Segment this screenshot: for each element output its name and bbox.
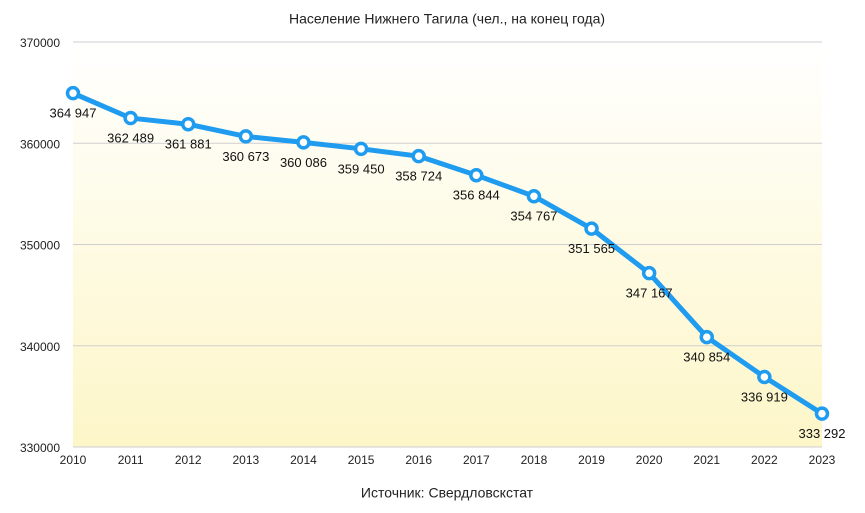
y-tick-label: 340000 <box>20 340 60 354</box>
data-label: 356 844 <box>453 188 500 203</box>
x-tick-label: 2012 <box>175 453 202 467</box>
y-tick-label: 350000 <box>20 239 60 253</box>
data-label: 358 724 <box>395 169 442 184</box>
data-label: 359 450 <box>338 161 385 176</box>
x-tick-label: 2020 <box>636 453 663 467</box>
data-label: 360 673 <box>222 149 269 164</box>
point <box>65 85 81 101</box>
point <box>699 329 715 345</box>
data-label: 364 947 <box>50 106 97 121</box>
x-tick-label: 2017 <box>463 453 490 467</box>
point <box>238 129 254 144</box>
data-label: 336 919 <box>741 389 788 404</box>
line-series <box>72 90 824 416</box>
data-label: 347 167 <box>626 286 673 301</box>
point <box>296 135 311 150</box>
x-tick-label: 2015 <box>348 453 375 467</box>
y-tick-label: 370000 <box>20 36 60 50</box>
data-label: 351 565 <box>568 241 615 256</box>
x-tick-label: 2021 <box>693 453 720 467</box>
data-label: 360 086 <box>280 155 327 170</box>
x-tick-label: 2014 <box>290 453 317 467</box>
data-label: 361 881 <box>165 137 212 152</box>
point <box>353 141 369 157</box>
point <box>641 265 657 281</box>
x-tick-label: 2023 <box>809 453 836 467</box>
data-label: 362 489 <box>107 130 154 145</box>
point <box>469 167 484 183</box>
source-note: Источник: Свердловскстат <box>361 485 534 501</box>
point <box>757 369 772 385</box>
data-label: 333 292 <box>799 426 846 441</box>
point <box>123 110 138 126</box>
x-tick-label: 2011 <box>118 453 144 467</box>
x-tick-label: 2016 <box>405 453 432 467</box>
y-tick-label: 360000 <box>20 137 60 151</box>
x-tick-label: 2010 <box>60 453 87 467</box>
data-label: 354 767 <box>510 209 557 224</box>
point <box>526 188 542 204</box>
point <box>411 148 426 164</box>
x-tick-label: 2019 <box>578 453 605 467</box>
point <box>814 406 830 421</box>
chart-title: Население Нижнего Тагила (чел., на конец… <box>289 11 605 27</box>
x-tick-label: 2022 <box>751 453 778 467</box>
x-tick-label: 2013 <box>232 453 259 467</box>
x-tick-label: 2018 <box>521 453 548 467</box>
data-label: 340 854 <box>683 350 730 365</box>
y-tick-label: 330000 <box>20 441 60 455</box>
point <box>180 116 196 132</box>
point <box>584 221 599 236</box>
